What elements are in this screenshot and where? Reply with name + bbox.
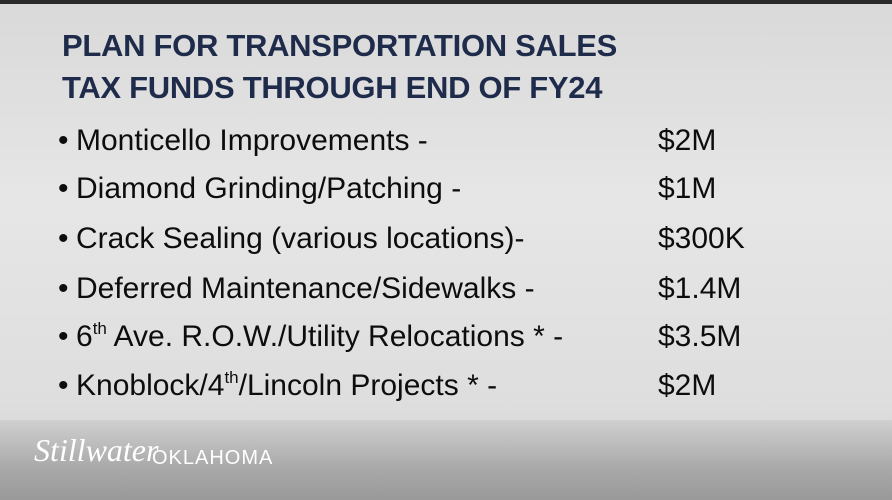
item-amount: $300K bbox=[658, 222, 745, 255]
item-amount: $1.4M bbox=[658, 272, 742, 305]
item-label: 6th Ave. R.O.W./Utility Relocations * - bbox=[76, 320, 563, 354]
bullet: • bbox=[58, 272, 69, 305]
item-amount: $2M bbox=[658, 124, 717, 157]
label-text: 6 bbox=[76, 320, 93, 353]
item-amount: $2M bbox=[658, 369, 717, 402]
bullet: • bbox=[58, 172, 69, 205]
item-label: Knoblock/4th/Lincoln Projects * - bbox=[76, 369, 497, 403]
list-item: • 6th Ave. R.O.W./Utility Relocations * -… bbox=[58, 320, 858, 360]
item-amount: $1M bbox=[658, 172, 717, 205]
bullet: • bbox=[58, 369, 69, 402]
label-text: Crack Sealing (various locations)- bbox=[76, 222, 525, 255]
label-text: Diamond Grinding/Patching - bbox=[76, 172, 462, 205]
label-text: /Lincoln Projects * - bbox=[238, 369, 498, 402]
item-label: Crack Sealing (various locations)- bbox=[76, 222, 525, 256]
list-item: • Knoblock/4th/Lincoln Projects * - $2M bbox=[58, 369, 858, 409]
bullet: • bbox=[58, 320, 69, 353]
title-line: TAX FUNDS THROUGH END OF FY24 bbox=[62, 70, 603, 105]
list-item: • Diamond Grinding/Patching - $1M bbox=[58, 172, 858, 212]
footer-band bbox=[0, 420, 892, 500]
title-line: PLAN FOR TRANSPORTATION SALES bbox=[62, 28, 618, 63]
label-text: Monticello Improvements - bbox=[76, 124, 428, 157]
superscript: th bbox=[224, 368, 239, 387]
label-text: Ave. R.O.W./Utility Relocations * - bbox=[106, 320, 564, 353]
list-item: • Crack Sealing (various locations)- $300K bbox=[58, 222, 858, 262]
logo-state: OKLAHOMA bbox=[152, 447, 274, 469]
item-label: Monticello Improvements - bbox=[76, 124, 428, 158]
top-border bbox=[0, 0, 892, 4]
superscript: th bbox=[92, 319, 107, 338]
list-item: • Deferred Maintenance/Sidewalks - $1.4M bbox=[58, 272, 858, 312]
logo-script: Stillwater bbox=[34, 432, 159, 468]
list-item: • Monticello Improvements - $2M bbox=[58, 124, 858, 164]
bullet: • bbox=[58, 222, 69, 255]
label-text: Knoblock/4 bbox=[76, 369, 225, 402]
bullet: • bbox=[58, 124, 69, 157]
item-label: Diamond Grinding/Patching - bbox=[76, 172, 461, 206]
item-amount: $3.5M bbox=[658, 320, 742, 353]
item-label: Deferred Maintenance/Sidewalks - bbox=[76, 272, 535, 306]
label-text: Deferred Maintenance/Sidewalks - bbox=[76, 272, 535, 305]
